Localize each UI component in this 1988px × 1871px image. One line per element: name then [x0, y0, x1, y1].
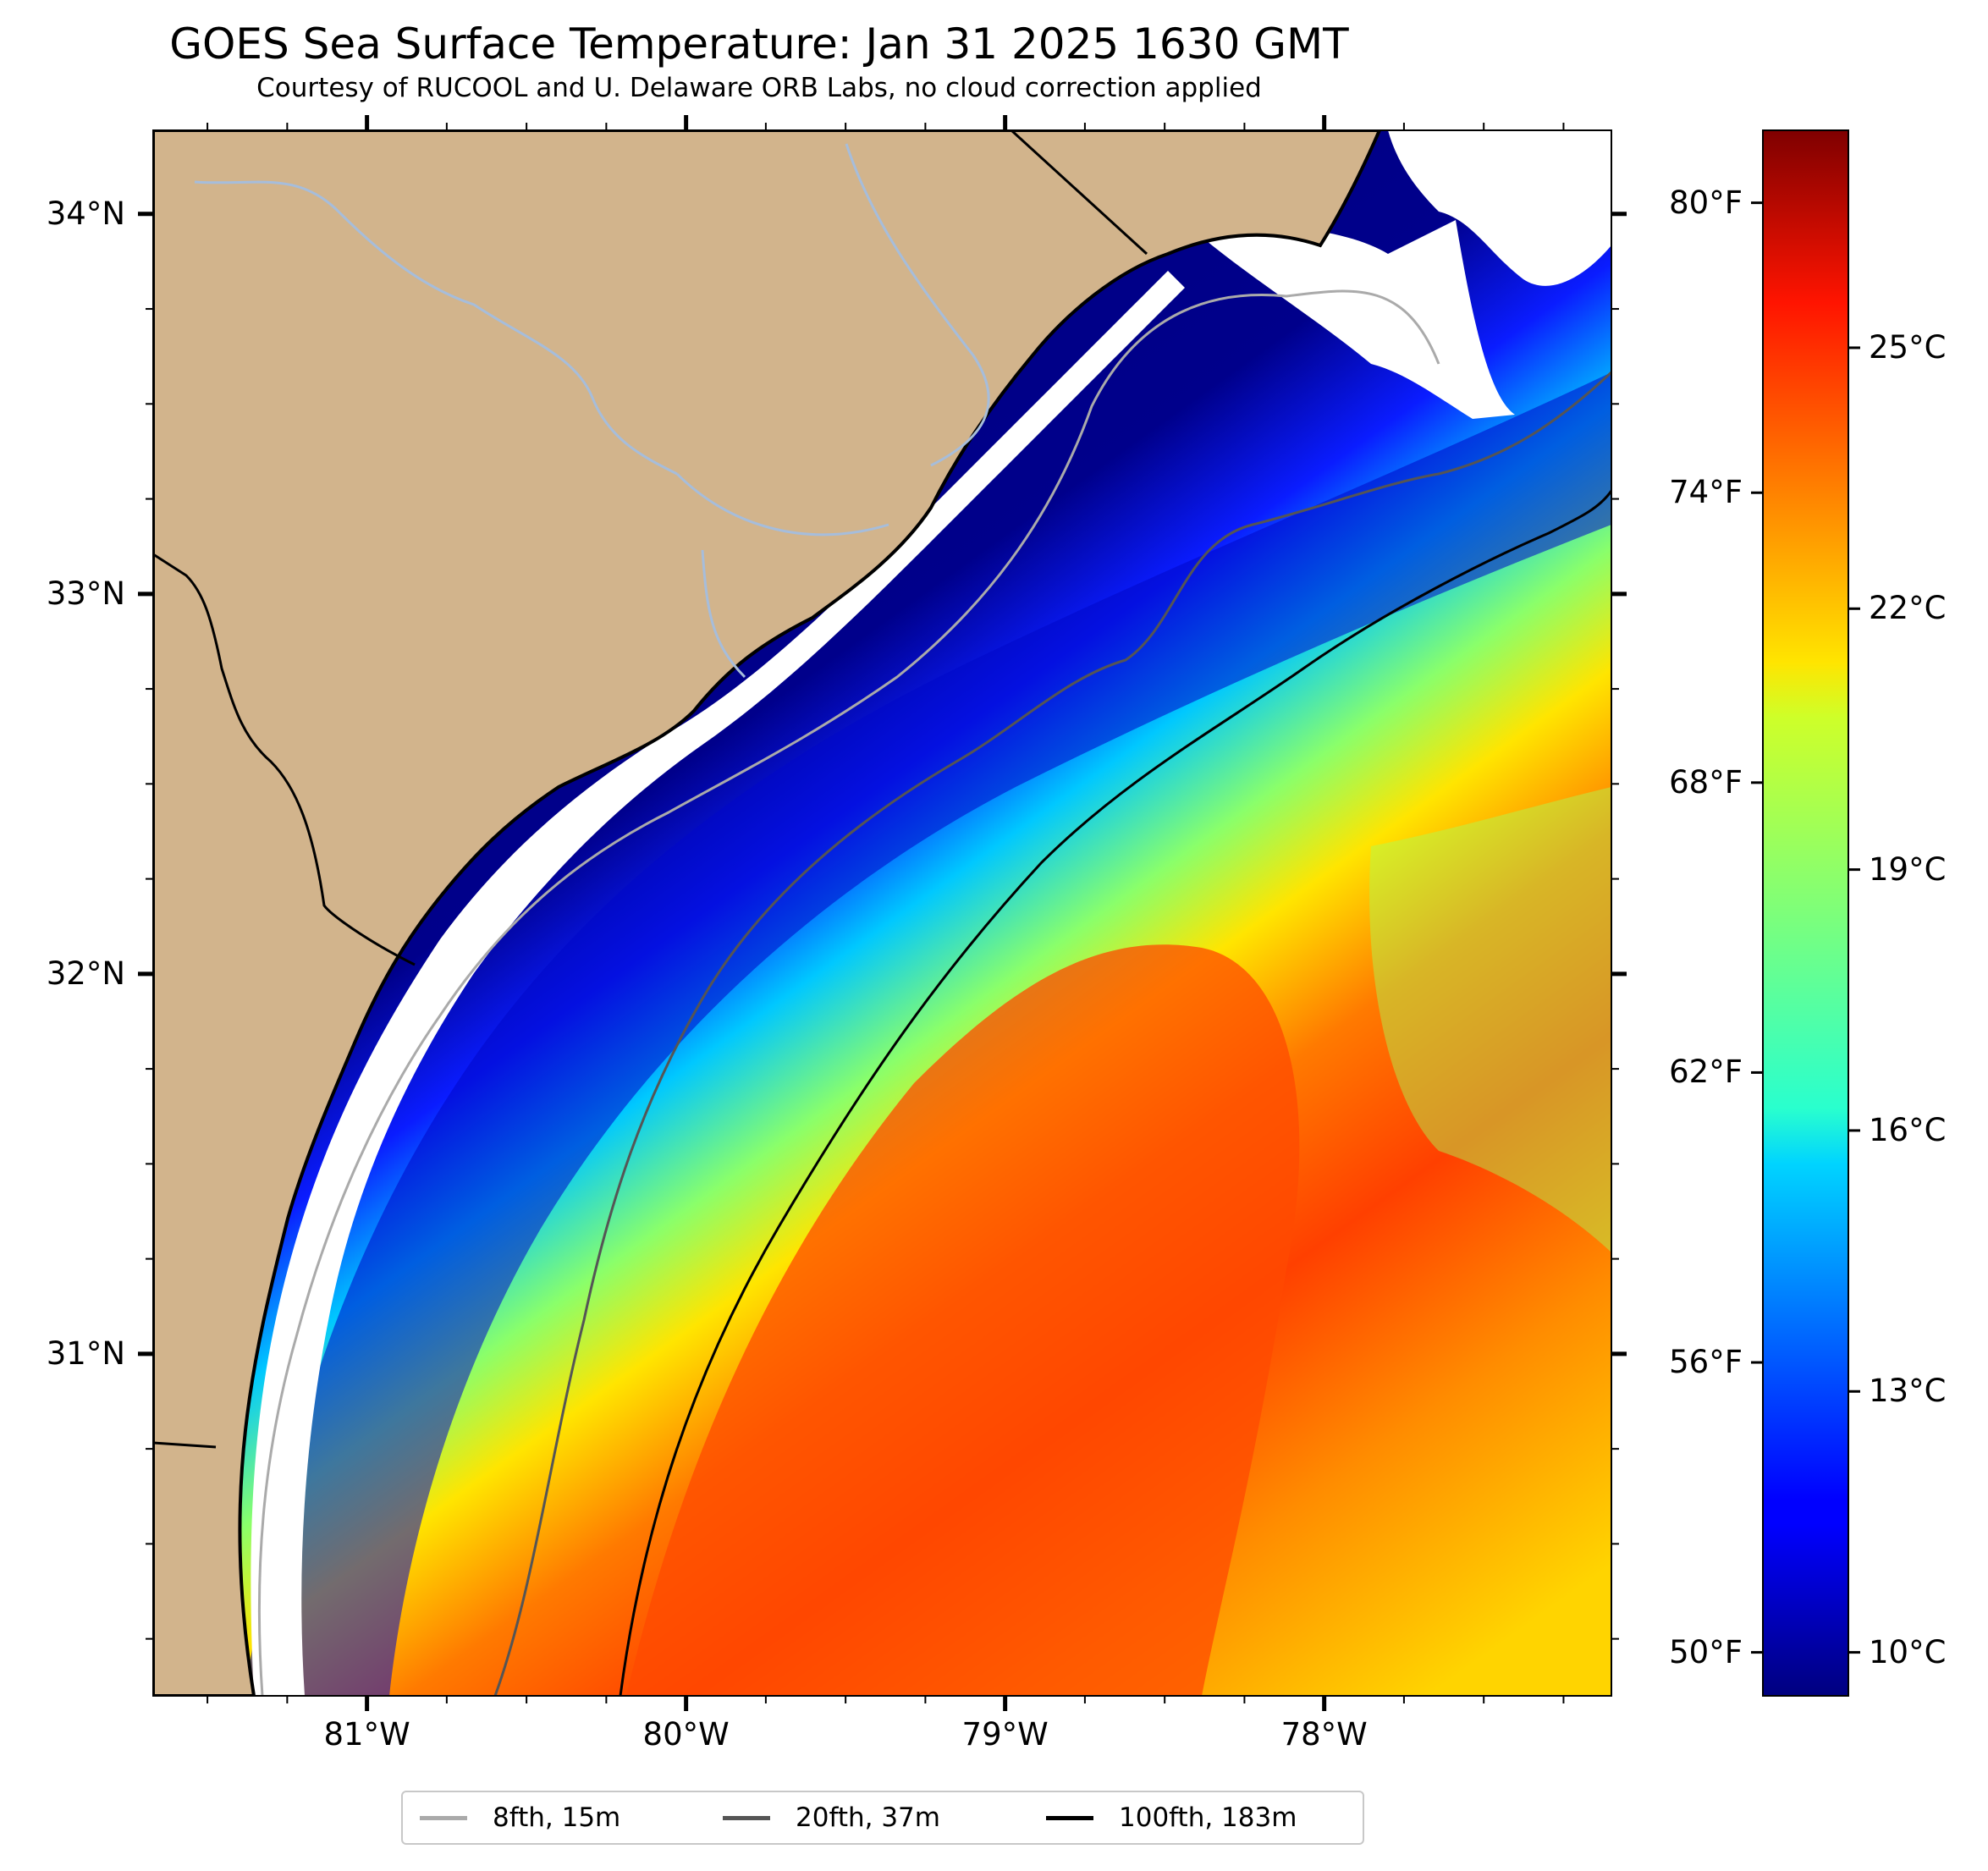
lat-tick-label: 31°N	[46, 1334, 125, 1372]
nearshore-cold-band	[245, 372, 1611, 1696]
legend-item-100fth: 100fth, 183m	[1046, 1792, 1297, 1843]
legend-item-20fth: 20fth, 37m	[723, 1792, 940, 1843]
celsius-tick-label: 22°C	[1869, 590, 1947, 627]
legend-line-8fth	[420, 1815, 467, 1820]
lon-tick-label: 81°W	[323, 1716, 410, 1753]
fahrenheit-tick-label: 50°F	[1669, 1633, 1743, 1670]
fahrenheit-tick-label: 68°F	[1669, 763, 1743, 801]
lat-tick-label: 34°N	[46, 195, 125, 232]
celsius-tick-label: 10°C	[1869, 1633, 1947, 1670]
map-subtitle: Courtesy of RUCOOL and U. Delaware ORB L…	[256, 73, 1262, 103]
legend-label-8fth: 8fth, 15m	[493, 1802, 621, 1833]
lat-tick-label: 32°N	[46, 955, 125, 992]
legend-item-8fth: 8fth, 15m	[420, 1792, 620, 1843]
fahrenheit-tick-label: 62°F	[1669, 1054, 1743, 1091]
gulf-stream-core	[626, 944, 1300, 1696]
river-4	[701, 549, 746, 679]
contour-8fth	[257, 289, 1440, 1696]
map-title: GOES Sea Surface Temperature: Jan 31 202…	[169, 19, 1349, 69]
celsius-tick-label: 16°C	[1869, 1111, 1947, 1148]
colorbar-ticks	[1751, 201, 1860, 1654]
eastern-cool-band	[1369, 787, 1611, 1252]
map-ticks	[138, 115, 1627, 1711]
legend-label-100fth: 100fth, 183m	[1119, 1802, 1297, 1833]
celsius-tick-label: 13°C	[1869, 1373, 1947, 1410]
legend-label-20fth: 20fth, 37m	[796, 1802, 940, 1833]
lat-tick-label: 33°N	[46, 575, 125, 612]
contour-20fth	[493, 371, 1611, 1696]
fahrenheit-tick-label: 80°F	[1669, 184, 1743, 221]
legend-line-20fth	[723, 1815, 770, 1820]
legend-line-100fth	[1046, 1815, 1093, 1820]
no-data-northeast	[1388, 130, 1611, 286]
land	[153, 130, 1382, 1696]
colorbar	[1762, 129, 1849, 1697]
fahrenheit-tick-label: 74°F	[1669, 474, 1743, 511]
river-1	[194, 180, 678, 476]
river-3	[845, 143, 990, 467]
fahrenheit-tick-label: 56°F	[1669, 1344, 1743, 1381]
map-frame	[152, 129, 1612, 1697]
lon-tick-label: 79°W	[961, 1716, 1049, 1753]
no-data-area	[1202, 220, 1515, 419]
lon-tick-label: 80°W	[642, 1716, 730, 1753]
state-border-fl-ga	[153, 1441, 217, 1449]
celsius-tick-label: 25°C	[1869, 328, 1947, 366]
river-2	[675, 472, 889, 537]
state-border-sc-nc	[1010, 130, 1148, 256]
map-area	[153, 130, 1611, 1696]
contour-100fth	[619, 490, 1611, 1696]
no-data-coastal-strip	[251, 271, 1185, 1696]
depth-legend: 8fth, 15m 20fth, 37m 100fth, 183m	[401, 1791, 1364, 1845]
celsius-tick-label: 19°C	[1869, 850, 1947, 888]
lon-tick-label: 78°W	[1280, 1716, 1368, 1753]
state-border-ga-sc	[153, 553, 416, 966]
